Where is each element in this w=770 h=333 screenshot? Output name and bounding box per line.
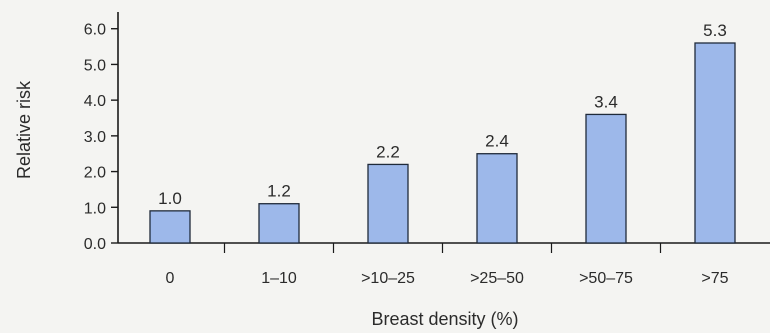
bar [476, 153, 518, 244]
x-tick-label: >50–75 [579, 270, 633, 287]
bar [367, 163, 409, 244]
y-axis: 0.0 1.0 2.0 3.0 4.0 5.0 6.0 [84, 12, 119, 253]
x-tick-label: >10–25 [361, 270, 415, 287]
y-tick-label: 1.0 [84, 200, 106, 217]
bar-data-label: 1.2 [267, 182, 291, 201]
bar [149, 210, 191, 244]
x-tick-label: >25–50 [470, 270, 524, 287]
bars [149, 42, 736, 244]
bar [585, 113, 627, 244]
y-tick-label: 3.0 [84, 129, 106, 146]
y-tick-label: 4.0 [84, 93, 106, 110]
y-tick-label: 2.0 [84, 165, 106, 182]
data-labels: 1.0 1.2 2.2 2.4 3.4 5.3 [158, 21, 727, 208]
x-tick-label: >75 [701, 270, 728, 287]
bar [258, 203, 300, 244]
bar-data-label: 2.2 [376, 142, 400, 161]
bar-data-label: 2.4 [485, 132, 509, 151]
x-axis: 0 1–10 >10–25 >25–50 >50–75 >75 [118, 242, 770, 287]
bar-data-label: 3.4 [594, 92, 618, 111]
bar-data-label: 1.0 [158, 189, 182, 208]
y-tick-label: 6.0 [84, 22, 106, 39]
y-tick-label: 0.0 [84, 236, 106, 253]
y-tick-label: 5.0 [84, 57, 106, 74]
x-tick-label: 0 [166, 270, 175, 287]
x-tick-label: 1–10 [261, 270, 297, 287]
y-axis-title: Relative risk [14, 80, 34, 179]
x-axis-title: Breast density (%) [371, 309, 518, 329]
bar-data-label: 5.3 [703, 21, 727, 40]
bar [694, 42, 736, 244]
